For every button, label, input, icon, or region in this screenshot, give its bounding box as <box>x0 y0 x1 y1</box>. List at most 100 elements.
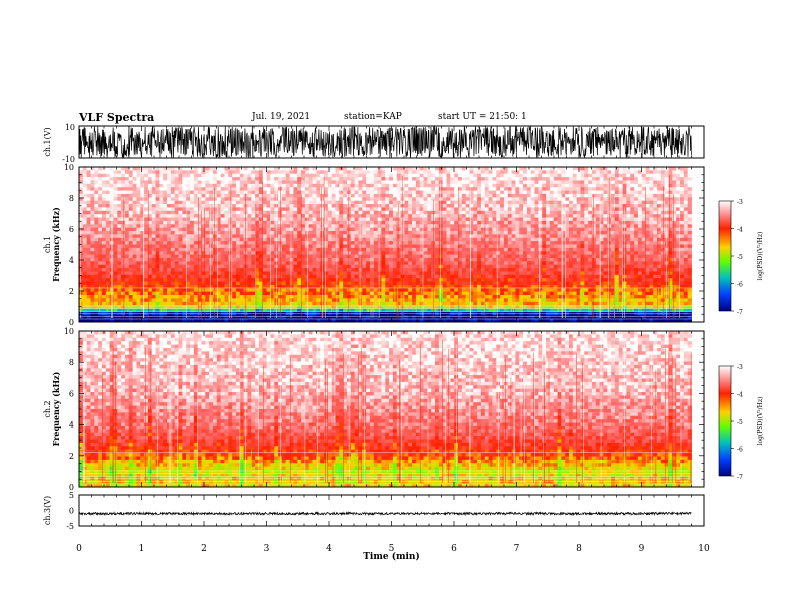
spectrogram-cell <box>369 251 375 256</box>
spectrogram-cell <box>687 261 692 266</box>
spectrogram-cell <box>304 197 310 202</box>
spectrogram-cell <box>373 167 378 171</box>
spectrogram-cell <box>657 193 662 198</box>
ch1-waveform-panel <box>78 125 692 159</box>
spectrogram-cell <box>611 268 616 272</box>
spectrogram-cell <box>645 254 650 259</box>
spectrogram-cell <box>603 214 608 218</box>
spectrogram-cell <box>373 257 378 262</box>
spectrogram-cell <box>561 237 566 242</box>
spectrogram-cell <box>335 193 340 198</box>
spectrogram-cell <box>431 173 436 178</box>
spectrogram-cell <box>683 187 689 191</box>
spectrogram-cell <box>205 231 210 235</box>
spectrogram-cell <box>400 261 405 266</box>
spectrogram-cell <box>228 247 233 252</box>
spectrogram-cell <box>576 214 581 218</box>
spectrogram-cell <box>358 220 363 225</box>
spectrogram-cell <box>603 200 608 205</box>
spectrogram-cell <box>553 214 558 218</box>
spectrogram-cell <box>316 177 321 181</box>
spectrogram-cell <box>278 193 283 198</box>
spectrogram-cell <box>614 204 620 208</box>
spectrogram-cell <box>580 183 585 188</box>
spectrogram-cell <box>614 183 620 188</box>
spectrogram-cell <box>301 170 306 175</box>
spectrogram-cell <box>301 183 306 188</box>
spectrogram-cell <box>270 257 275 262</box>
spectrogram-cell <box>385 183 390 188</box>
spectrogram-cell <box>457 177 463 181</box>
spectrogram-cell <box>591 237 597 242</box>
spectrogram-cell <box>235 254 241 259</box>
spectrogram-cell <box>500 187 505 191</box>
spectrogram-cell <box>680 237 685 242</box>
spectrogram-cell <box>431 170 436 175</box>
spectrogram-cell <box>435 251 440 256</box>
spectrogram-cell <box>289 190 294 195</box>
spectrogram-cell <box>232 251 237 256</box>
spectrogram-cell <box>335 237 340 242</box>
spectrogram-cell <box>614 257 620 262</box>
spectrogram-cell <box>546 217 551 222</box>
spectrogram-cell <box>676 237 681 242</box>
spectrogram-cell <box>634 207 639 212</box>
spectrogram-cell <box>377 214 382 218</box>
spectrogram-cell <box>603 237 608 242</box>
spectrogram-cell <box>546 261 551 266</box>
spectrogram-cell <box>339 251 344 256</box>
spectrogram-cell <box>660 170 666 175</box>
spectrogram-cell <box>683 224 689 229</box>
spectrogram-cell <box>553 170 558 175</box>
spectrogram-cell <box>442 177 447 181</box>
spectrogram-cell <box>588 241 593 245</box>
spectrogram-cell <box>634 180 639 185</box>
spectrogram-cell <box>105 271 111 276</box>
spectrogram-cell <box>235 257 241 262</box>
spectrogram-cell <box>561 167 566 171</box>
spectrogram-cell <box>687 187 692 191</box>
spectrogram-cell <box>86 234 91 239</box>
spectrogram-cell <box>565 214 570 218</box>
spectrogram-cell <box>205 261 210 266</box>
spectrogram-cell <box>105 254 111 259</box>
spectrogram-cell <box>653 254 658 259</box>
spectrogram-cell <box>101 197 107 202</box>
spectrogram-cell <box>454 200 459 205</box>
spectrogram-cell <box>408 207 413 212</box>
spectrogram-cell <box>526 170 532 175</box>
spectrogram-cell <box>350 244 356 249</box>
spectrogram-cell <box>400 183 405 188</box>
spectrogram-cell <box>266 237 271 242</box>
spectrogram-cell <box>500 227 505 232</box>
spectrogram-cell <box>630 264 635 269</box>
spectrogram-cell <box>546 170 551 175</box>
spectrogram-cell <box>400 264 405 269</box>
spectrogram-cell <box>255 247 260 252</box>
spectrogram-cell <box>193 193 199 198</box>
spectrogram-cell <box>626 187 631 191</box>
spectrogram-cell <box>174 170 179 175</box>
spectrogram-cell <box>113 217 118 222</box>
spectrogram-cell <box>465 200 470 205</box>
spectrogram-cell <box>155 234 160 239</box>
spectrogram-cell <box>304 227 310 232</box>
spectrogram-cell <box>511 183 516 188</box>
spectrogram-cell <box>320 224 325 229</box>
spectrogram-cell <box>569 227 574 232</box>
spectrogram-cell <box>412 247 417 252</box>
spectrogram-cell <box>377 220 382 225</box>
spectrogram-cell <box>105 207 111 212</box>
spectrogram-cell <box>488 241 493 245</box>
spectrogram-cell <box>465 257 470 262</box>
spectrogram-cell <box>316 227 321 232</box>
spectrogram-cell <box>645 220 650 225</box>
spectrogram-cell <box>308 210 313 215</box>
spectrogram-cell <box>584 268 589 272</box>
spectrogram-cell <box>301 210 306 215</box>
spectrogram-cell <box>220 268 225 272</box>
spectrogram-cell <box>461 173 467 178</box>
spectrogram-cell <box>105 220 111 225</box>
spectrogram-cell <box>660 237 666 242</box>
spectrogram-cell <box>672 210 677 215</box>
